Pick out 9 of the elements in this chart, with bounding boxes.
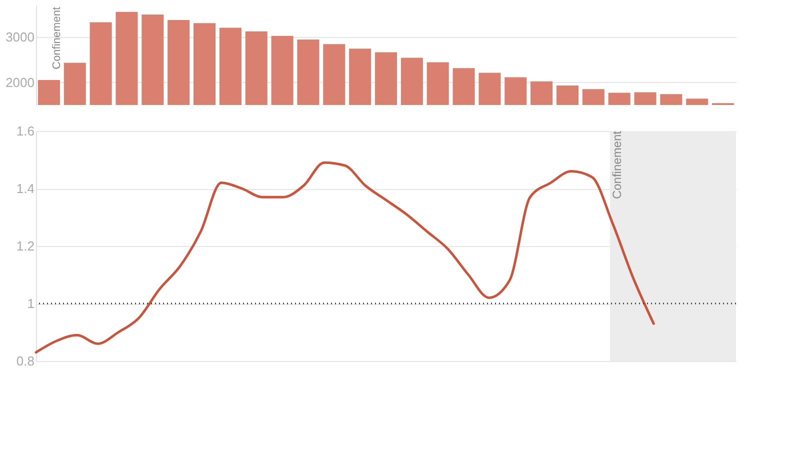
y-tick-label: 1.2	[16, 238, 34, 254]
y-tick-label: 0.8	[16, 354, 34, 368]
y-tick-label: 1.6	[16, 124, 34, 138]
y-tick-label: 1	[27, 296, 34, 311]
y-tick-label: 2000	[6, 74, 34, 90]
y-tick-label: 1.4	[16, 181, 34, 196]
annotation: Confinement	[610, 130, 624, 200]
y-tick-label: 3000	[6, 29, 34, 44]
annotation: Confinement	[50, 7, 63, 70]
